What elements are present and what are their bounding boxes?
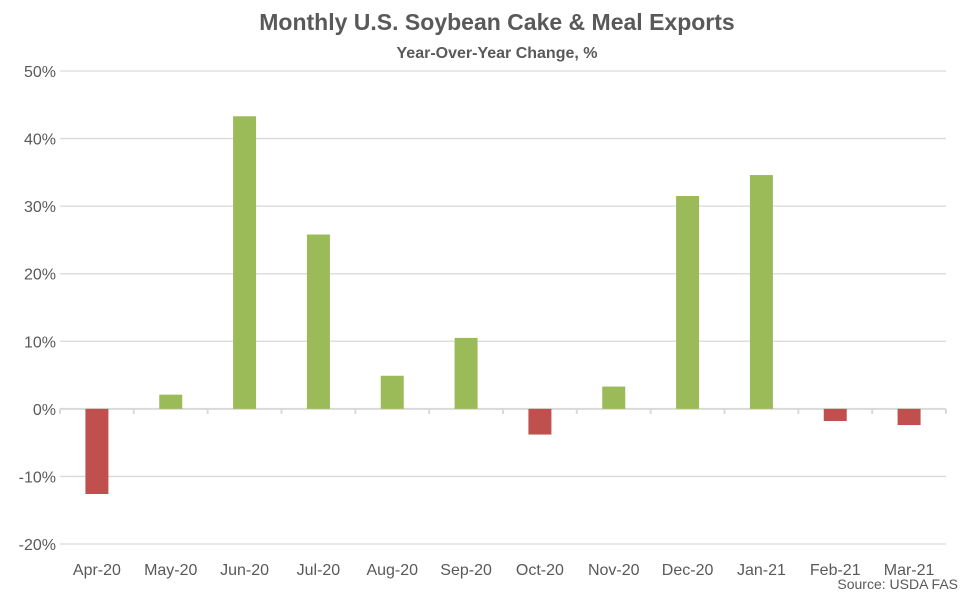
x-tick-label: Aug-20 [366, 562, 418, 579]
bar-Oct-20 [528, 408, 552, 435]
bar-Dec-20 [676, 196, 700, 409]
x-tick-label: May-20 [144, 562, 197, 579]
y-tick-label: 30% [24, 199, 56, 216]
bar-Nov-20 [602, 386, 626, 409]
x-tick-label: Jun-20 [220, 562, 269, 579]
x-tick-label: Mar-21 [884, 562, 935, 579]
bar-Mar-21 [897, 408, 921, 426]
bar-Sep-20 [454, 337, 478, 409]
bar-Feb-21 [823, 408, 847, 422]
x-tick-label: Nov-20 [588, 562, 640, 579]
y-tick-label: -10% [19, 469, 56, 486]
bar-Jun-20 [233, 116, 257, 409]
y-tick-label: 0% [33, 402, 56, 419]
x-tick-label: Dec-20 [662, 562, 714, 579]
source-note: Source: USDA FAS [837, 576, 958, 592]
bar-Jan-21 [749, 175, 773, 409]
y-tick-label: 20% [24, 267, 56, 284]
y-tick-label: -20% [19, 537, 56, 554]
y-tick-label: 10% [24, 334, 56, 351]
y-tick-label: 50% [24, 64, 56, 81]
y-tick-label: 40% [24, 132, 56, 149]
x-tick-label: Oct-20 [516, 562, 564, 579]
x-tick-label: Feb-21 [810, 562, 861, 579]
bar-Apr-20 [85, 408, 109, 494]
bar-Aug-20 [380, 375, 404, 409]
x-tick-label: Jul-20 [297, 562, 341, 579]
bar-Jul-20 [306, 234, 330, 409]
chart-subtitle: Year-Over-Year Change, % [397, 45, 598, 62]
bar-May-20 [159, 394, 183, 409]
x-tick-label: Apr-20 [73, 562, 121, 579]
x-tick-label: Jan-21 [737, 562, 786, 579]
chart-title: Monthly U.S. Soybean Cake & Meal Exports [259, 9, 734, 35]
x-tick-label: Sep-20 [440, 562, 492, 579]
